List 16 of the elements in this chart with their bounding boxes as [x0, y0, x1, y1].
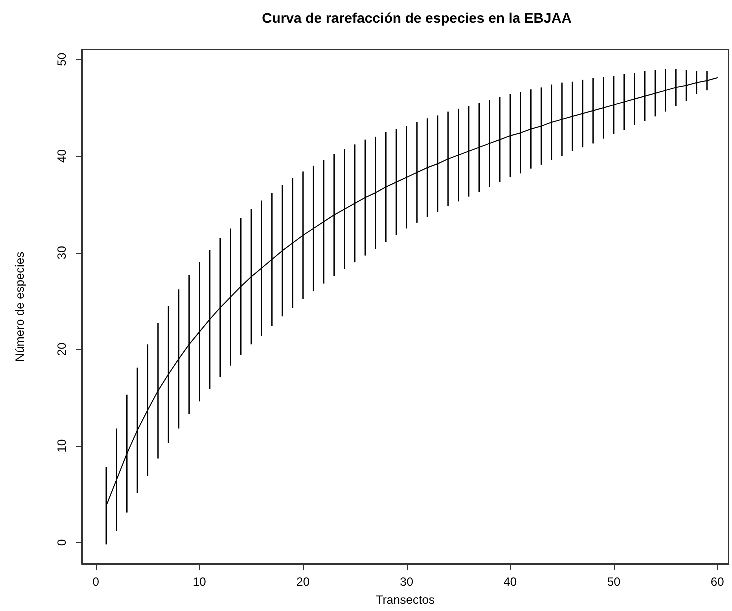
y-tick-label: 10: [55, 439, 69, 453]
y-tick-label: 20: [55, 342, 69, 356]
y-axis-title: Número de especies: [13, 252, 27, 362]
x-tick-label: 0: [92, 575, 100, 589]
x-tick-label: 50: [607, 575, 622, 589]
x-tick-label: 30: [400, 575, 414, 589]
x-tick-label: 60: [710, 575, 725, 589]
x-axis-title: Transectos: [376, 593, 435, 607]
y-tick-label: 0: [55, 539, 69, 546]
y-tick-label: 50: [55, 52, 69, 66]
y-tick-label: 40: [55, 149, 69, 163]
x-tick-label: 40: [504, 575, 518, 589]
chart-title: Curva de rarefacción de especies en la EBJAA: [262, 10, 572, 26]
x-tick-label: 10: [192, 575, 207, 589]
y-tick-label: 30: [55, 246, 69, 260]
x-tick-label: 20: [296, 575, 310, 589]
